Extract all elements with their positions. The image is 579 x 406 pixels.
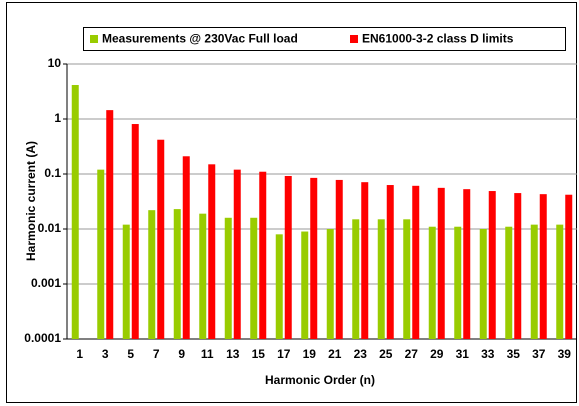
x-tick-label: 19 [303,347,317,361]
x-tick-label: 25 [379,347,393,361]
bar [412,185,420,339]
x-tick-label: 11 [201,347,214,361]
bar [352,219,360,339]
bar [284,175,292,339]
y-tick-label: 0.001 [31,276,61,290]
x-tick-label: 13 [226,347,240,361]
x-tick-label: 29 [430,347,444,361]
bar [488,191,496,339]
bar [173,209,181,339]
bar [199,213,207,339]
x-tick-label: 27 [405,347,419,361]
x-tick-label: 3 [102,347,109,361]
bar [479,229,487,339]
bar [403,219,411,339]
x-axis-title: Harmonic Order (n) [265,373,375,387]
bar [250,217,258,339]
x-tick-label: 5 [127,347,134,361]
bar [122,224,130,339]
x-tick-label: 39 [558,347,572,361]
bar [182,156,190,339]
y-tick-label: 1 [54,111,61,125]
x-tick-label: 15 [252,347,266,361]
bar [505,226,513,339]
y-tick-label: 0.1 [44,166,61,180]
x-tick-label: 37 [532,347,546,361]
bar [97,169,105,339]
x-tick-label: 21 [328,347,342,361]
bar [428,226,436,339]
bar [539,194,547,339]
y-axis-title: Harmonic current (A) [24,141,38,261]
legend-label: EN61000-3-2 class D limits [362,32,514,46]
legend-label: Measurements @ 230Vac Full load [102,32,298,46]
y-tick-label: 10 [48,56,62,70]
x-tick-label: 23 [354,347,368,361]
x-tick-label: 33 [481,347,495,361]
bar [148,210,156,339]
bar [71,85,79,339]
bar [224,217,232,339]
bar [208,164,216,339]
bar [530,224,538,339]
x-tick-label: 31 [456,347,470,361]
bar [301,231,309,339]
bar [514,193,522,339]
legend-swatch [350,35,358,43]
bar [275,234,283,339]
y-tick-label: 0.0001 [24,331,61,345]
x-tick-label: 7 [153,347,160,361]
bar [386,185,394,339]
bar [326,229,334,339]
bar [310,177,318,339]
bar [556,224,564,339]
x-tick-label: 9 [178,347,185,361]
legend-box [83,27,566,51]
bar [335,179,343,339]
legend-swatch [90,35,98,43]
bar [131,124,139,339]
x-tick-label: 1 [76,347,83,361]
bar [233,169,241,339]
x-tick-label: 35 [507,347,521,361]
bar [361,182,369,339]
bar [454,226,462,339]
x-tick-label: 17 [277,347,291,361]
bar [106,110,114,340]
bar [463,189,471,339]
bar [565,194,573,339]
bar [437,187,445,339]
bar [259,171,267,339]
bar [377,219,385,339]
bar [157,139,165,339]
y-tick-label: 0.01 [38,221,62,235]
